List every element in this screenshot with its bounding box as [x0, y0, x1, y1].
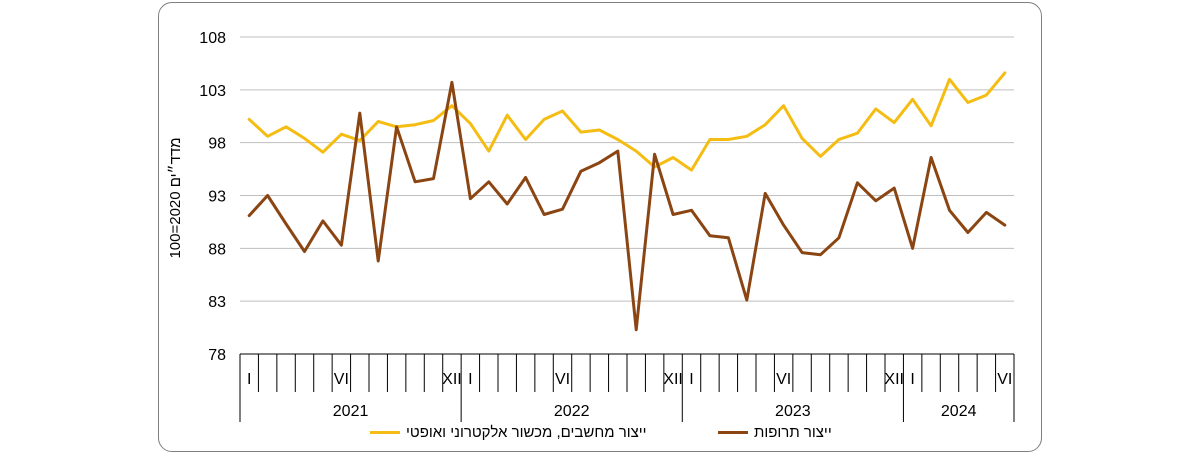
legend-label-pharma: ייצור תרופות: [754, 424, 832, 441]
x-tick-label: VI: [334, 371, 349, 388]
series-line-pharma: [247, 80, 1007, 332]
legend-item-pharma: ייצור תרופות: [718, 424, 832, 441]
y-axis-label: מדד״ים 2020=100: [167, 137, 184, 258]
x-tick-label: XII: [663, 371, 683, 388]
x-tick-label: I: [468, 371, 472, 388]
legend-label-computers: ייצור מחשבים, מכשור אלקטרוני ואופטי: [406, 424, 647, 441]
year-label: 2021: [333, 403, 369, 420]
year-label: 2022: [554, 403, 590, 420]
legend-swatch-computers: [370, 431, 400, 434]
year-label: 2024: [941, 403, 977, 420]
y-tick-label: 83: [208, 294, 226, 311]
x-tick-label: XII: [442, 371, 462, 388]
y-tick-label: 78: [208, 347, 226, 364]
x-tick-label: I: [910, 371, 914, 388]
chart-frame: [158, 2, 1042, 452]
x-tick-label: VI: [776, 371, 791, 388]
series-lines: [247, 71, 1007, 332]
y-tick-label: 88: [208, 241, 226, 258]
y-axis-tick-labels: 108 103 98 93 88 83 78: [199, 30, 226, 364]
y-tick-label: 98: [208, 136, 226, 153]
legend-item-computers: ייצור מחשבים, מכשור אלקטרוני ואופטי: [370, 424, 647, 441]
year-label: 2023: [775, 403, 811, 420]
x-axis: I VI XII I VI XII I VI XII I VI 2021 2022 2023 2024: [239, 353, 1015, 422]
x-tick-label: I: [247, 371, 251, 388]
x-tick-label: XII: [884, 371, 904, 388]
gridlines: [240, 36, 1014, 302]
x-tick-label: VI: [555, 371, 570, 388]
y-tick-label: 93: [208, 189, 226, 206]
y-tick-label: 108: [199, 30, 226, 47]
x-tick-label: VI: [997, 371, 1012, 388]
x-tick-label: I: [689, 371, 693, 388]
series-line-computers: [247, 71, 1007, 172]
legend-swatch-pharma: [718, 431, 748, 434]
y-tick-label: 103: [199, 83, 226, 100]
